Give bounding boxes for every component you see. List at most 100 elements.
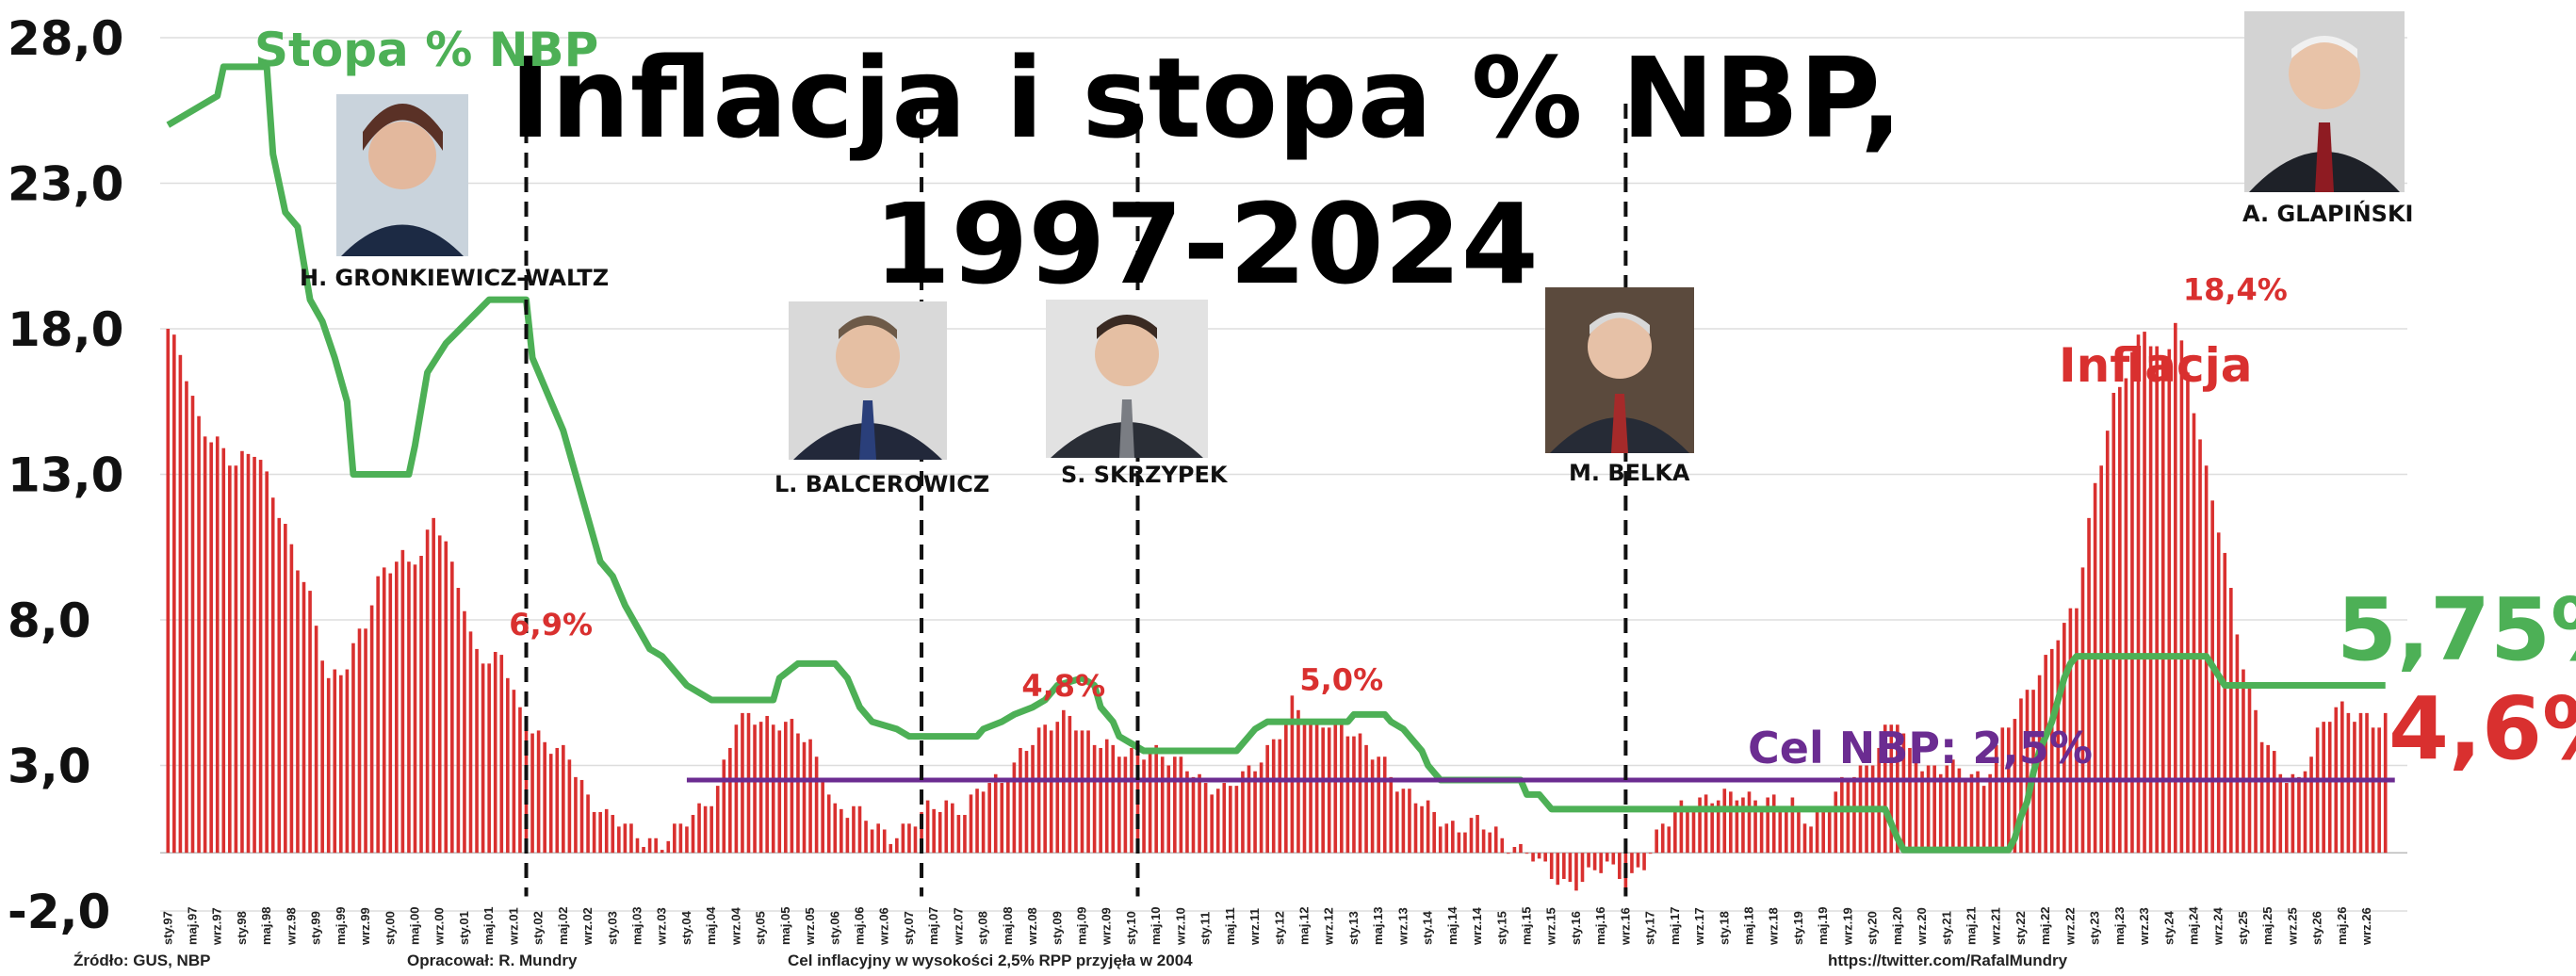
inflation-bar	[1741, 797, 1745, 854]
inflation-bar	[178, 354, 183, 854]
x-tick-label: maj.08	[1001, 907, 1015, 945]
inflation-bar	[1926, 765, 1931, 854]
inflation-bar	[1537, 853, 1541, 859]
inflation-bar	[758, 722, 763, 854]
inflation-bar	[1229, 786, 1232, 854]
inflation-bar	[673, 823, 677, 854]
inflation-bar	[1512, 847, 1517, 854]
footer-author: Opracował: R. Mundry	[407, 952, 578, 969]
inflation-bar	[2155, 346, 2159, 854]
x-tick-label: maj.25	[2260, 907, 2274, 945]
inflation-bar	[1401, 789, 1406, 854]
inflation-bar	[2013, 719, 2017, 854]
inflation-bar	[1302, 722, 1307, 854]
inflation-bar	[586, 794, 590, 854]
inflation-bar	[951, 803, 954, 854]
inflation-bar	[543, 741, 546, 854]
inflation-bar	[2118, 386, 2122, 854]
inflation-bar	[796, 733, 800, 854]
inflation-bar	[333, 669, 337, 854]
inflation-bar	[944, 800, 949, 854]
inflation-bar	[2291, 773, 2295, 854]
inflation-bar	[1345, 736, 1350, 854]
inflation-bar	[2148, 346, 2153, 854]
x-tick-label: sty.04	[679, 910, 693, 945]
inflation-bar	[1710, 803, 1714, 854]
inflation-bar	[845, 818, 850, 854]
inflation-bar	[2223, 552, 2227, 854]
inflation-bar	[493, 651, 497, 854]
inflation-bar	[1290, 695, 1295, 854]
inflation-bar	[913, 826, 918, 854]
inflation-bar	[833, 803, 838, 854]
inflation-bar	[1444, 823, 1449, 854]
inflation-bar	[296, 570, 300, 854]
inflation-bar	[345, 669, 350, 854]
x-tick-label: maj.99	[334, 907, 348, 945]
inflation-bar	[765, 715, 769, 854]
x-tick-label: sty.10	[1124, 911, 1138, 945]
x-tick-label: wrz.18	[1767, 907, 1781, 946]
inflation-bar	[395, 561, 399, 854]
inflation-bar	[2278, 773, 2283, 854]
y-tick-label: 8,0	[8, 594, 91, 648]
x-tick-label: sty.02	[531, 911, 546, 945]
x-tick-label: sty.15	[1494, 911, 1508, 945]
inflation-bar	[2049, 648, 2054, 854]
x-tick-label: wrz.07	[951, 907, 965, 946]
x-tick-label: wrz.99	[358, 907, 372, 946]
inflation-bar	[2044, 655, 2047, 854]
x-tick-label: wrz.08	[1025, 907, 1039, 946]
inflation-bar	[1976, 771, 1980, 854]
x-tick-label: wrz.05	[803, 907, 817, 946]
inflation-bar	[185, 381, 188, 854]
inflation-bar	[548, 754, 553, 854]
x-tick-label: maj.26	[2335, 907, 2349, 945]
inflation-bar	[1605, 853, 1609, 862]
inflation-bar	[1556, 853, 1560, 886]
inflation-bar	[277, 517, 282, 854]
inflation-bar	[234, 465, 238, 854]
x-tick-label: sty.98	[235, 911, 249, 945]
inflation-bar	[228, 465, 232, 854]
inflation-bar	[1562, 853, 1566, 880]
inflation-bar	[1524, 853, 1529, 854]
x-tick-label: wrz.11	[1247, 908, 1262, 946]
inflation-bar	[987, 783, 991, 854]
x-tick-label: wrz.17	[1692, 907, 1706, 946]
inflation-bar	[1889, 724, 1894, 854]
inflation-bar	[1389, 776, 1394, 854]
inflation-bar	[2000, 727, 2005, 854]
x-tick-label: maj.10	[1149, 907, 1163, 945]
inflation-bar	[1778, 805, 1783, 854]
inflation-bar	[2365, 712, 2369, 854]
inflation-bar	[1797, 805, 1801, 854]
x-tick-label: sty.26	[2310, 911, 2324, 945]
inflation-bar	[1493, 826, 1498, 854]
inflation-bar	[722, 759, 726, 854]
inflation-bar	[1309, 722, 1312, 854]
inflation-bar	[1259, 762, 1264, 854]
inflation-bar	[1278, 739, 1282, 854]
inflation-bar	[993, 773, 998, 854]
inflation-bar	[2229, 588, 2233, 854]
inflation-bar	[456, 588, 461, 854]
inflation-bar	[1914, 762, 1918, 854]
inflation-bar	[647, 838, 652, 854]
x-axis: sty.97 maj.97 wrz.97 sty.98 maj.98 wrz.98 sty.…	[160, 906, 2373, 946]
inflation-bar	[826, 794, 831, 854]
x-tick-label: maj.20	[1890, 907, 1904, 945]
inflation-bar	[808, 739, 812, 854]
inflation-bar	[1099, 747, 1102, 854]
grid	[160, 37, 2407, 912]
inflation-bar	[1321, 727, 1325, 854]
footer-link: https://twitter.com/RafalMundry	[1828, 952, 2068, 969]
x-tick-label: maj.12	[1297, 907, 1312, 945]
inflation-bar	[425, 529, 430, 854]
inflation-bar	[1686, 808, 1689, 854]
inflation-bar	[209, 442, 213, 854]
inflation-bar	[481, 663, 485, 854]
x-tick-label: wrz.03	[655, 907, 669, 946]
inflation-bar	[1988, 773, 1992, 854]
inflation-bar	[419, 556, 423, 854]
